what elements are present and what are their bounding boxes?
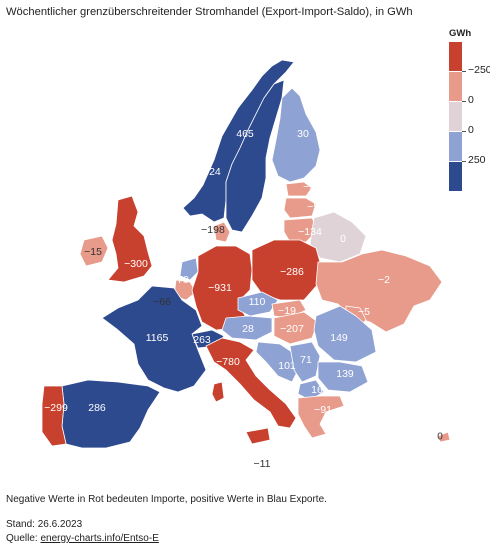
- label-slovakia: −19: [278, 305, 296, 317]
- region-spain[interactable]: [61, 379, 161, 449]
- region-greece[interactable]: [297, 395, 345, 439]
- region-austria[interactable]: [221, 315, 273, 341]
- label-norway: 624: [203, 166, 221, 178]
- legend-label-2: 0: [468, 94, 474, 106]
- legend-tick: [462, 131, 466, 132]
- region-uk[interactable]: [107, 195, 153, 283]
- label-hungary: −207: [280, 323, 304, 335]
- label-czechia: 110: [249, 296, 266, 308]
- region-italy[interactable]: [205, 337, 297, 429]
- legend-swatch-4: [449, 132, 462, 161]
- region-cyprus[interactable]: [437, 431, 451, 443]
- region-ireland[interactable]: [79, 235, 109, 267]
- label-denmark: −198: [201, 224, 225, 236]
- source-prefix: Quelle:: [6, 533, 41, 544]
- region-denmark[interactable]: [213, 221, 231, 243]
- label-latvia: −54: [307, 201, 325, 213]
- region-bulgaria[interactable]: [317, 361, 369, 393]
- region-latvia[interactable]: [283, 197, 317, 219]
- label-cyprus: 0: [437, 432, 443, 443]
- region-czechia[interactable]: [237, 291, 279, 317]
- label-germany: −931: [208, 282, 232, 294]
- legend-swatch-3: [449, 102, 462, 131]
- region-serbia[interactable]: [289, 341, 321, 383]
- label-france: 1165: [146, 332, 169, 344]
- label-greece: −91: [314, 404, 332, 416]
- legend-unit: GWh: [449, 28, 472, 39]
- label-estonia: −52: [303, 181, 321, 193]
- label-switzerland: 263: [193, 334, 211, 346]
- label-romania: 149: [330, 332, 348, 344]
- europe-choropleth-map: 624 465 30 −52 −54 −134 0 −198 −15 −300 …: [41, 59, 451, 470]
- legend-swatch-5: [449, 162, 462, 191]
- region-portugal[interactable]: [41, 385, 67, 447]
- region-finland[interactable]: [271, 87, 321, 183]
- source-link[interactable]: energy-charts.info/Entso-E: [40, 533, 159, 544]
- legend-swatch-2: [449, 72, 462, 101]
- region-slovenia-croatia[interactable]: [255, 341, 299, 383]
- region-romania[interactable]: [313, 305, 377, 363]
- date-stamp: Stand: 26.6.2023: [6, 519, 83, 530]
- label-belgium: −66: [153, 296, 171, 308]
- region-lithuania[interactable]: [283, 217, 319, 243]
- legend-tick: [462, 161, 466, 162]
- legend-swatch-1: [449, 42, 462, 71]
- legend-tick: [462, 101, 466, 102]
- footnote: Negative Werte in Rot bedeuten Importe, …: [6, 494, 327, 505]
- label-slovenia-croatia: 101: [278, 360, 296, 372]
- label-poland: −286: [280, 266, 304, 278]
- label-sweden: 465: [236, 128, 254, 140]
- legend-label-3: 0: [468, 124, 474, 136]
- label-bulgaria: 139: [336, 368, 354, 380]
- label-ukraine: −2: [378, 274, 390, 286]
- region-sardinia[interactable]: [211, 381, 225, 403]
- label-belarus: 0: [340, 233, 346, 245]
- label-uk: −300: [124, 258, 148, 270]
- label-portugal: −299: [44, 402, 68, 414]
- region-sweden[interactable]: [225, 79, 285, 233]
- region-estonia[interactable]: [285, 181, 313, 197]
- label-austria: 28: [242, 323, 254, 335]
- label-spain: 286: [88, 402, 106, 414]
- region-netherlands[interactable]: [179, 257, 199, 281]
- label-moldova: −5: [358, 306, 370, 318]
- map-title: Wöchentlicher grenzüberschreitender Stro…: [6, 6, 413, 18]
- label-netherlands: 70: [177, 274, 189, 286]
- region-france[interactable]: [101, 285, 207, 393]
- region-hungary[interactable]: [273, 311, 319, 345]
- legend-tick: [462, 71, 466, 72]
- legend-label-1: −250: [468, 64, 490, 76]
- source-line: Quelle: energy-charts.info/Entso-E: [6, 533, 159, 544]
- label-serbia: 71: [300, 354, 312, 366]
- label-sicily: −11: [253, 458, 270, 470]
- label-italy: −780: [216, 356, 240, 368]
- label-lithuania: −134: [298, 226, 322, 238]
- legend-label-4: 250: [468, 154, 486, 166]
- label-north-macedonia: 16: [311, 384, 323, 396]
- region-sicily[interactable]: [245, 427, 271, 445]
- label-ireland: −15: [84, 246, 102, 258]
- label-finland: 30: [297, 128, 309, 140]
